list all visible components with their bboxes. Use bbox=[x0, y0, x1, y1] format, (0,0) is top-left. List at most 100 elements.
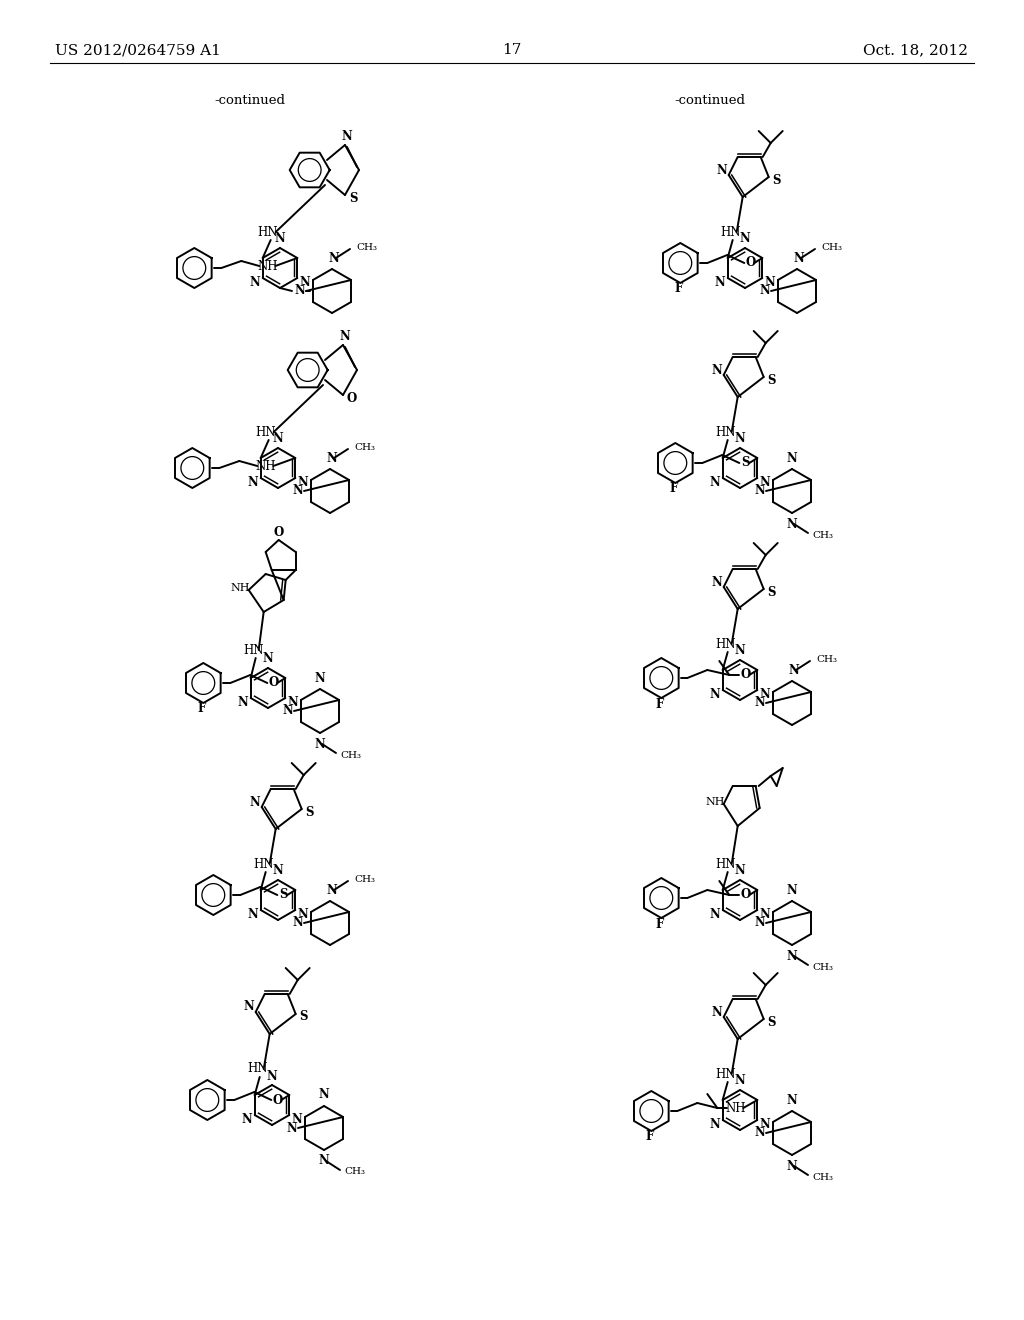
Text: N: N bbox=[755, 484, 765, 498]
Text: N: N bbox=[298, 908, 308, 921]
Text: HN: HN bbox=[255, 425, 275, 438]
Text: O: O bbox=[347, 392, 357, 405]
Text: N: N bbox=[760, 285, 770, 297]
Text: S: S bbox=[350, 193, 358, 206]
Text: N: N bbox=[248, 477, 258, 488]
Text: CH₃: CH₃ bbox=[354, 874, 375, 883]
Text: N: N bbox=[342, 129, 352, 143]
Text: N: N bbox=[712, 363, 722, 376]
Text: N: N bbox=[318, 1089, 330, 1101]
Text: N: N bbox=[272, 433, 284, 446]
Text: N: N bbox=[765, 276, 775, 289]
Text: N: N bbox=[760, 1118, 770, 1131]
Text: US 2012/0264759 A1: US 2012/0264759 A1 bbox=[55, 44, 221, 57]
Text: N: N bbox=[327, 883, 337, 896]
Text: CH₃: CH₃ bbox=[812, 1172, 833, 1181]
Text: N: N bbox=[292, 1113, 302, 1126]
Text: N: N bbox=[786, 451, 798, 465]
Text: N: N bbox=[710, 688, 720, 701]
Text: CH₃: CH₃ bbox=[816, 655, 837, 664]
Text: NH: NH bbox=[231, 583, 251, 593]
Text: N: N bbox=[238, 696, 248, 709]
Text: HN: HN bbox=[257, 226, 278, 239]
Text: N: N bbox=[712, 1006, 722, 1019]
Text: F: F bbox=[198, 702, 206, 715]
Text: CH₃: CH₃ bbox=[812, 531, 833, 540]
Text: HN: HN bbox=[253, 858, 274, 870]
Text: N: N bbox=[739, 232, 751, 246]
Text: N: N bbox=[786, 883, 798, 896]
Text: CH₃: CH₃ bbox=[821, 243, 842, 252]
Text: O: O bbox=[740, 668, 751, 681]
Text: HN: HN bbox=[248, 1063, 268, 1076]
Text: N: N bbox=[760, 908, 770, 921]
Text: NH: NH bbox=[255, 459, 275, 473]
Text: N: N bbox=[274, 232, 286, 246]
Text: N: N bbox=[262, 652, 273, 665]
Text: NH: NH bbox=[257, 260, 278, 272]
Text: CH₃: CH₃ bbox=[354, 442, 375, 451]
Text: -continued: -continued bbox=[214, 94, 286, 107]
Text: F: F bbox=[670, 483, 678, 495]
Text: NH: NH bbox=[725, 1101, 745, 1114]
Text: HN: HN bbox=[244, 644, 264, 656]
Text: N: N bbox=[242, 1113, 252, 1126]
Text: HN: HN bbox=[716, 425, 736, 438]
Text: S: S bbox=[767, 586, 776, 598]
Text: N: N bbox=[287, 1122, 297, 1134]
Text: F: F bbox=[645, 1130, 653, 1143]
Text: HN: HN bbox=[721, 226, 741, 239]
Text: F: F bbox=[655, 697, 664, 710]
Text: N: N bbox=[755, 1126, 765, 1139]
Text: N: N bbox=[755, 697, 765, 710]
Text: S: S bbox=[772, 173, 781, 186]
Text: N: N bbox=[710, 477, 720, 488]
Text: N: N bbox=[272, 865, 284, 878]
Text: S: S bbox=[305, 805, 314, 818]
Text: N: N bbox=[710, 908, 720, 921]
Text: N: N bbox=[734, 865, 745, 878]
Text: N: N bbox=[712, 576, 722, 589]
Text: N: N bbox=[244, 1001, 254, 1014]
Text: N: N bbox=[710, 1118, 720, 1131]
Text: N: N bbox=[788, 664, 800, 676]
Text: N: N bbox=[318, 1155, 330, 1167]
Text: N: N bbox=[734, 644, 745, 657]
Text: O: O bbox=[745, 256, 756, 269]
Text: N: N bbox=[314, 738, 326, 751]
Text: N: N bbox=[734, 1074, 745, 1088]
Text: O: O bbox=[272, 1093, 283, 1106]
Text: -continued: -continued bbox=[675, 94, 745, 107]
Text: O: O bbox=[740, 888, 751, 902]
Text: CH₃: CH₃ bbox=[812, 962, 833, 972]
Text: N: N bbox=[298, 477, 308, 488]
Text: N: N bbox=[786, 1093, 798, 1106]
Text: S: S bbox=[299, 1011, 308, 1023]
Text: N: N bbox=[283, 705, 293, 718]
Text: N: N bbox=[340, 330, 350, 342]
Text: N: N bbox=[300, 276, 310, 289]
Text: N: N bbox=[794, 252, 805, 264]
Text: N: N bbox=[755, 916, 765, 929]
Text: S: S bbox=[767, 374, 776, 387]
Text: N: N bbox=[329, 252, 339, 264]
Text: N: N bbox=[266, 1069, 278, 1082]
Text: HN: HN bbox=[716, 858, 736, 870]
Text: N: N bbox=[288, 696, 298, 709]
Text: CH₃: CH₃ bbox=[344, 1167, 365, 1176]
Text: O: O bbox=[273, 525, 284, 539]
Text: S: S bbox=[767, 1015, 776, 1028]
Text: N: N bbox=[249, 796, 260, 808]
Text: N: N bbox=[760, 477, 770, 488]
Text: N: N bbox=[248, 908, 258, 921]
Text: N: N bbox=[715, 276, 725, 289]
Text: N: N bbox=[786, 517, 798, 531]
Text: N: N bbox=[786, 1159, 798, 1172]
Text: HN: HN bbox=[716, 638, 736, 651]
Text: N: N bbox=[717, 164, 727, 177]
Text: 17: 17 bbox=[503, 44, 521, 57]
Text: N: N bbox=[293, 916, 303, 929]
Text: HN: HN bbox=[716, 1068, 736, 1081]
Text: N: N bbox=[327, 451, 337, 465]
Text: CH₃: CH₃ bbox=[340, 751, 361, 759]
